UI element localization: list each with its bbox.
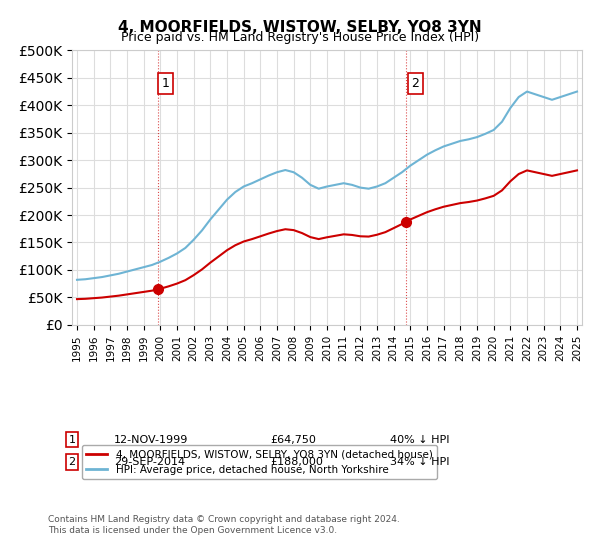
Text: 2: 2: [412, 77, 419, 90]
Legend: 4, MOORFIELDS, WISTOW, SELBY, YO8 3YN (detached house), HPI: Average price, deta: 4, MOORFIELDS, WISTOW, SELBY, YO8 3YN (d…: [82, 445, 437, 479]
Text: 1: 1: [68, 435, 76, 445]
Text: 34% ↓ HPI: 34% ↓ HPI: [390, 457, 449, 467]
Text: 29-SEP-2014: 29-SEP-2014: [114, 457, 185, 467]
Text: 1: 1: [161, 77, 169, 90]
Text: Contains HM Land Registry data © Crown copyright and database right 2024.
This d: Contains HM Land Registry data © Crown c…: [48, 515, 400, 535]
Text: 40% ↓ HPI: 40% ↓ HPI: [390, 435, 449, 445]
Text: £188,000: £188,000: [270, 457, 323, 467]
Text: Price paid vs. HM Land Registry's House Price Index (HPI): Price paid vs. HM Land Registry's House …: [121, 31, 479, 44]
Text: 2: 2: [68, 457, 76, 467]
Text: 12-NOV-1999: 12-NOV-1999: [114, 435, 188, 445]
Text: 4, MOORFIELDS, WISTOW, SELBY, YO8 3YN: 4, MOORFIELDS, WISTOW, SELBY, YO8 3YN: [118, 20, 482, 35]
Text: £64,750: £64,750: [270, 435, 316, 445]
